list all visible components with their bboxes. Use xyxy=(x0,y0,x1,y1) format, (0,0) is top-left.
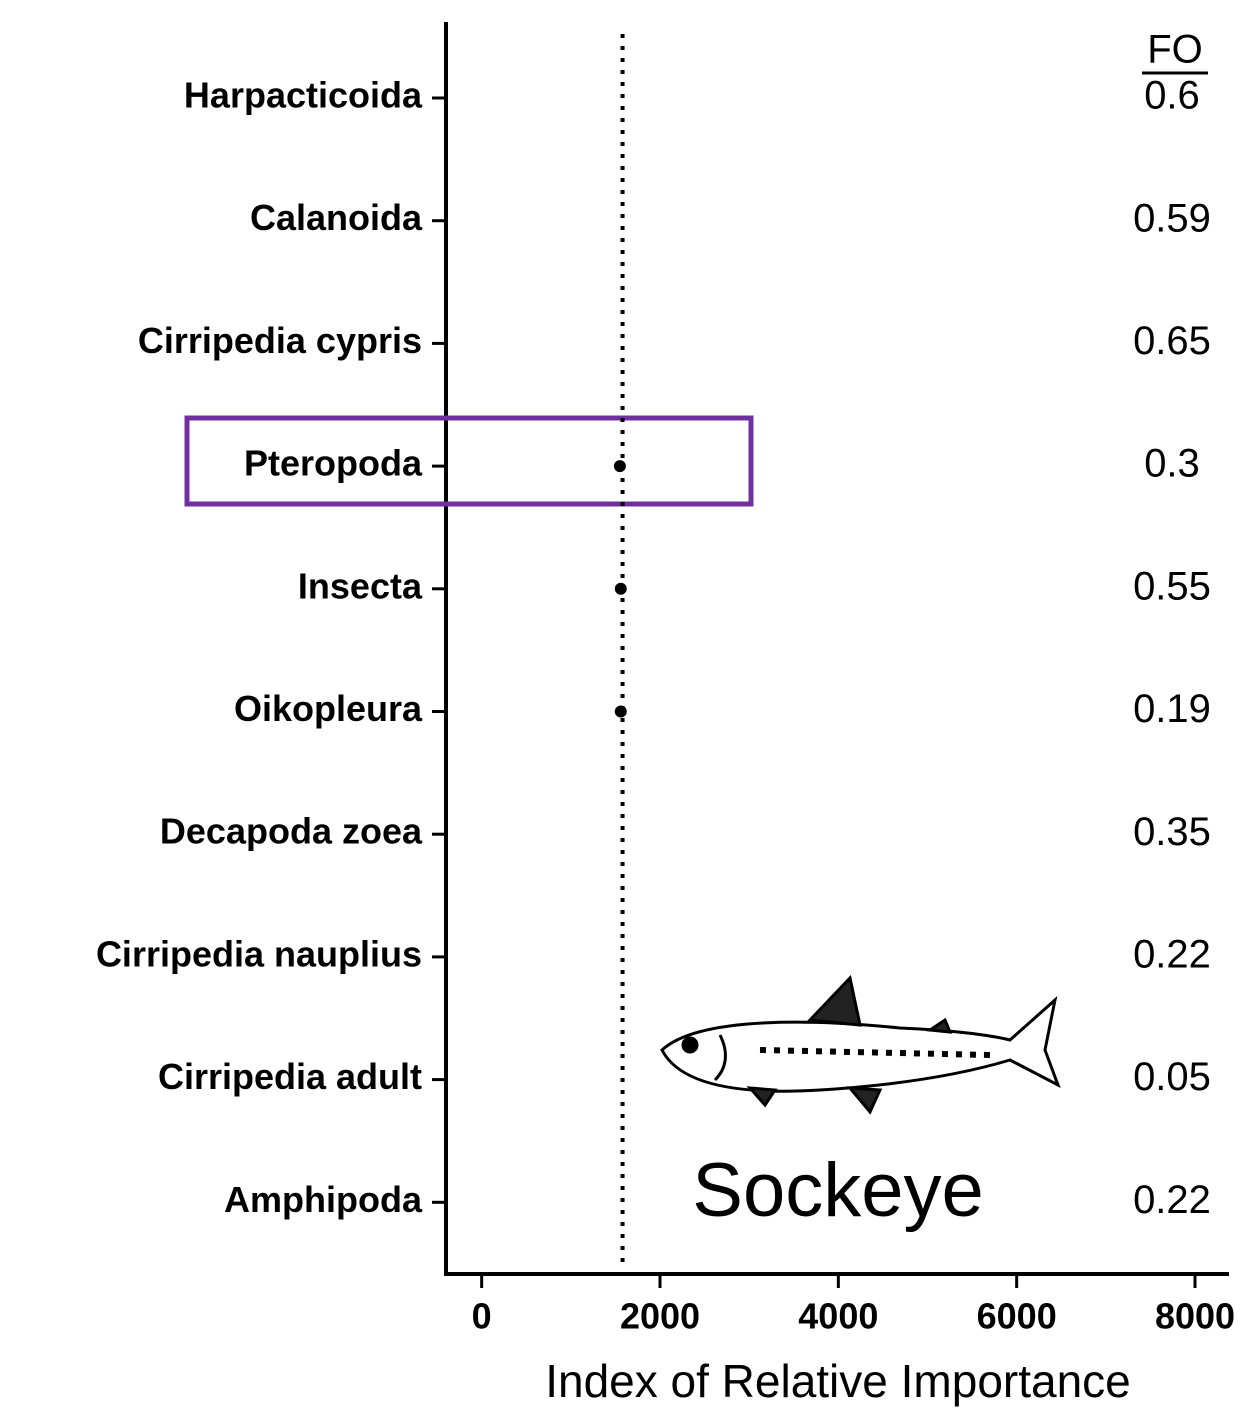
y-tick-label: Amphipoda xyxy=(224,1179,423,1220)
dot xyxy=(614,705,627,718)
y-tick-label: Oikopleura xyxy=(234,688,423,729)
x-tick-label: 8000 xyxy=(1155,1296,1235,1337)
fo-value: 0.35 xyxy=(1133,810,1211,854)
x-tick-label: 0 xyxy=(472,1296,492,1337)
y-tick-label: Insecta xyxy=(298,565,423,606)
fo-value: 0.19 xyxy=(1133,687,1211,731)
y-tick-label: Decapoda zoea xyxy=(160,811,423,852)
fo-value: 0.55 xyxy=(1133,564,1211,608)
x-axis-label: Index of Relative Importance xyxy=(545,1355,1131,1407)
y-tick-label: Cirripedia nauplius xyxy=(96,933,422,974)
x-tick-label: 4000 xyxy=(798,1296,878,1337)
x-tick-label: 6000 xyxy=(977,1296,1057,1337)
fo-value: 0.59 xyxy=(1133,196,1211,240)
y-tick-label: Harpacticoida xyxy=(184,75,423,116)
x-tick-label: 2000 xyxy=(620,1296,700,1337)
y-tick-label: Cirripedia adult xyxy=(158,1056,422,1097)
y-tick-label: Calanoida xyxy=(250,197,423,238)
y-tick-label: Pteropoda xyxy=(244,443,423,484)
fo-value: 0.3 xyxy=(1144,442,1200,486)
fo-value: 0.22 xyxy=(1133,932,1211,976)
fo-value: 0.22 xyxy=(1133,1178,1211,1222)
y-tick-label: Cirripedia cypris xyxy=(138,320,422,361)
highlight-box xyxy=(184,415,754,507)
fish-icon xyxy=(660,974,1061,1115)
dot xyxy=(613,460,626,473)
annotation: Sockeye xyxy=(692,1148,984,1233)
fo-value: 0.05 xyxy=(1133,1055,1211,1099)
fo-value: 0.6 xyxy=(1144,74,1200,118)
fo-header: FO xyxy=(1147,28,1203,72)
dot xyxy=(614,582,627,595)
fo-value: 0.65 xyxy=(1133,319,1211,363)
